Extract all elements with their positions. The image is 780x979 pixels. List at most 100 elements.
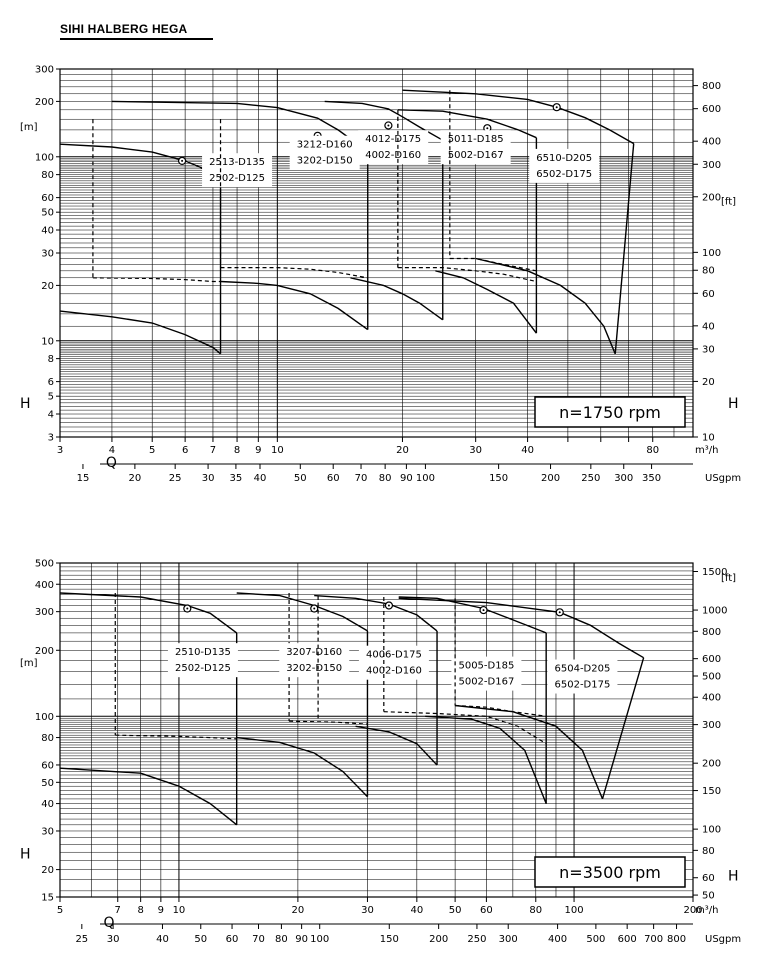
x-tick-label: 20 (396, 445, 409, 456)
x-tick-label: 3 (57, 445, 63, 456)
x-tick-label: 200 (683, 905, 702, 916)
pump-label-primary: 6504-D205 (555, 664, 611, 675)
ft-tick-label: 600 (702, 654, 721, 665)
gpm-tick-label: 60 (327, 473, 340, 484)
x-unit-primary: m³/h (695, 445, 718, 456)
pump-1-3: 4012-D175 4002-D160 (324, 100, 444, 321)
x-unit-secondary: USgpm (705, 473, 741, 484)
max-impeller-curve (59, 592, 238, 634)
x-tick-label: 8 (234, 445, 240, 456)
x-tick-label: 5 (149, 445, 155, 456)
right-unit: [ft] (721, 573, 736, 584)
ft-tick-label: 200 (702, 192, 721, 203)
pump-1-4: 5011-D185 5002-D167 (397, 109, 538, 334)
y-tick-label: 50 (41, 778, 54, 789)
y-tick-label: 20 (41, 865, 54, 876)
pump-1-1: 2513-D135 2502-D125 (59, 119, 273, 355)
bep-marker-dot (387, 124, 390, 127)
pump-label-primary: 6510-D205 (536, 153, 592, 164)
pump-label-box (358, 645, 429, 680)
y-tick-label: 3 (48, 433, 54, 444)
pump-label-secondary: 4002-D160 (365, 150, 421, 161)
y-tick-label: 100 (35, 152, 54, 163)
pump-label-secondary: 3202-D150 (297, 156, 353, 167)
ft-tick-label: 500 (702, 672, 721, 683)
min-impeller-curve (475, 257, 616, 355)
gpm-tick-label: 200 (429, 934, 448, 945)
ft-tick-label: 20 (702, 377, 715, 388)
pump-label-box (279, 643, 350, 678)
head-symbol-right: H (728, 868, 739, 884)
pump-2-4: 5005-D185 5002-D167 (383, 596, 547, 804)
ft-tick-label: 100 (702, 248, 721, 259)
min-impeller-curve (435, 270, 537, 334)
gpm-tick-label: 25 (75, 934, 88, 945)
end-of-curve-line (614, 143, 635, 354)
y-tick-label: 300 (35, 607, 54, 618)
ft-tick-label: 50 (702, 891, 715, 902)
head-symbol-left: H (20, 396, 31, 412)
pump-label-secondary: 5002-D167 (458, 677, 514, 688)
pump-label-primary: 5011-D185 (448, 134, 504, 145)
ft-tick-label: 800 (702, 81, 721, 92)
min-impeller-curve (355, 725, 438, 766)
y-tick-label: 100 (35, 712, 54, 723)
gpm-tick-label: 30 (107, 934, 120, 945)
left-unit: [m] (20, 122, 38, 133)
brand-underline (60, 38, 213, 40)
rpm-label: n=1750 rpm (559, 403, 661, 422)
x-tick-label: 100 (565, 905, 584, 916)
gpm-tick-label: 30 (202, 473, 215, 484)
gpm-tick-label: 40 (156, 934, 169, 945)
x-tick-label: 5 (57, 905, 63, 916)
min-impeller-curve (59, 767, 238, 826)
y-tick-label: 40 (41, 799, 54, 810)
ft-tick-label: 300 (702, 720, 721, 731)
max-impeller-curve (324, 100, 444, 141)
ft-tick-label: 150 (702, 786, 721, 797)
max-impeller-curve (398, 597, 644, 659)
x-unit-secondary: USgpm (705, 934, 741, 945)
x-tick-label: 80 (646, 445, 659, 456)
ft-tick-label: 40 (702, 321, 715, 332)
pump-2-2: 3207-D160 3202-D150 (236, 592, 369, 798)
pump-label-primary: 3212-D160 (297, 140, 353, 151)
gpm-tick-label: 300 (614, 473, 633, 484)
gpm-tick-label: 50 (294, 473, 307, 484)
reduced-range-bottom (92, 277, 221, 283)
pump-label-primary: 5005-D185 (458, 661, 514, 672)
head-symbol-left: H (20, 846, 31, 862)
pump-2-5: 6504-D205 6502-D175 (398, 597, 645, 800)
gpm-tick-label: 15 (77, 473, 90, 484)
x-tick-label: 6 (182, 445, 188, 456)
ft-tick-label: 200 (702, 759, 721, 770)
gpm-tick-label: 90 (295, 934, 308, 945)
flow-symbol: Q (106, 455, 117, 471)
bep-marker-dot (186, 607, 189, 610)
gpm-tick-label: 35 (230, 473, 243, 484)
ft-tick-label: 400 (702, 693, 721, 704)
ft-tick-label: 1500 (702, 567, 727, 578)
end-of-curve-line (601, 657, 645, 800)
min-impeller-curve (59, 310, 221, 355)
y-tick-label: 300 (35, 65, 54, 76)
x-tick-label: 9 (158, 905, 164, 916)
gpm-tick-label: 50 (194, 934, 207, 945)
x-tick-label: 10 (173, 905, 186, 916)
gpm-tick-label: 250 (467, 934, 486, 945)
max-impeller-curve (59, 143, 221, 178)
x-tick-label: 7 (210, 445, 216, 456)
min-impeller-curve (425, 715, 547, 804)
x-tick-label: 9 (255, 445, 261, 456)
bep-marker-dot (555, 106, 558, 109)
x-tick-label: 30 (361, 905, 374, 916)
y-tick-label: 60 (41, 760, 54, 771)
bep-marker-dot (482, 609, 485, 612)
ft-tick-label: 80 (702, 846, 715, 857)
rpm-box (534, 396, 686, 428)
y-tick-label: 80 (41, 733, 54, 744)
pump-1-2: 3212-D160 3202-D150 (111, 100, 369, 331)
ft-tick-label: 400 (702, 137, 721, 148)
plot-frame (59, 562, 694, 898)
pump-2-1: 2510-D135 2502-D125 (59, 592, 238, 826)
